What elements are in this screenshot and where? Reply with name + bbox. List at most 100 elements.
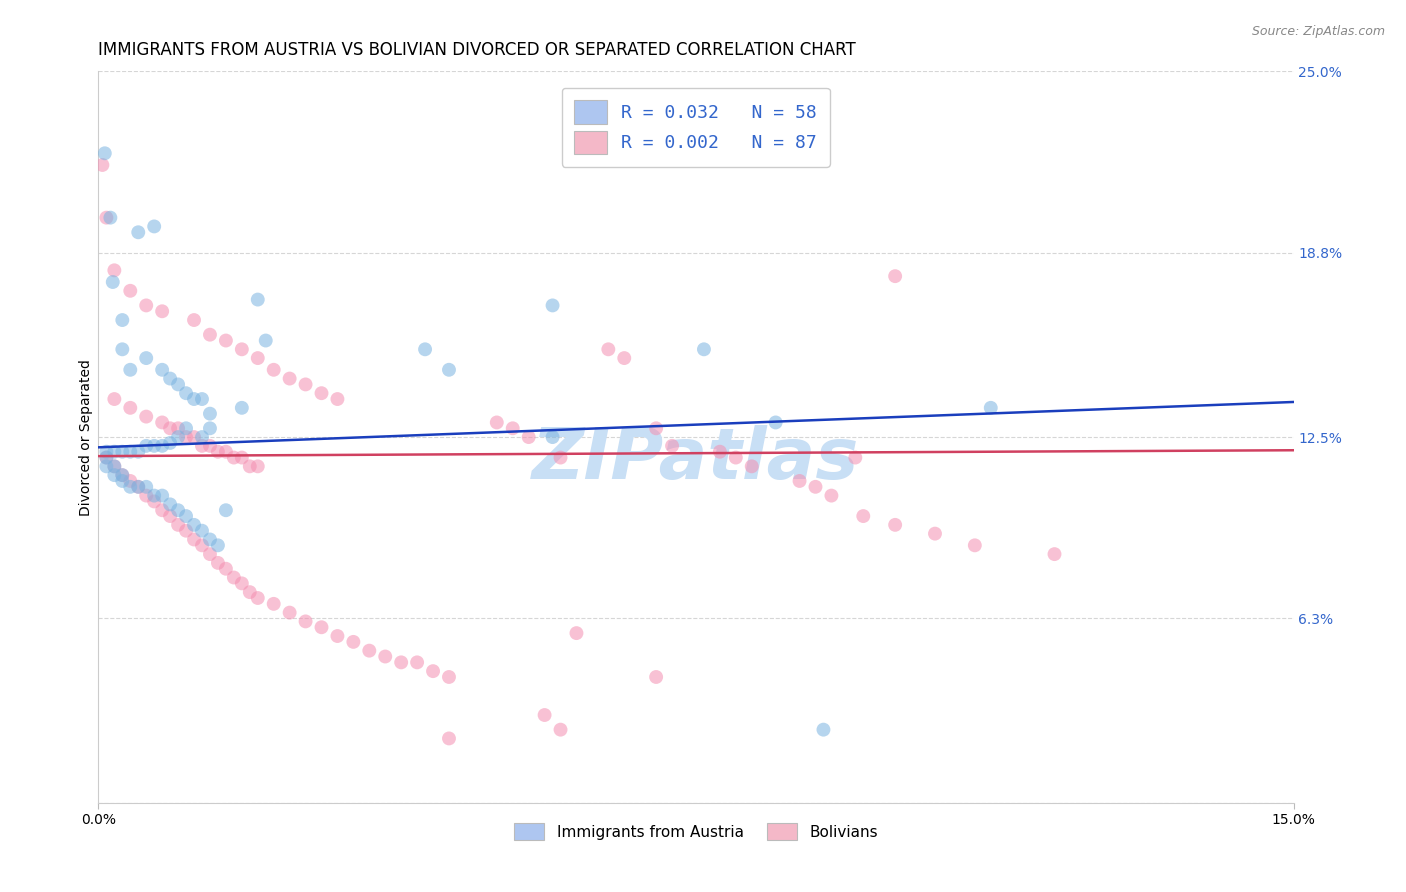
- Point: [278, 371, 301, 385]
- Point: [278, 606, 301, 620]
- Point: [550, 450, 572, 465]
- Text: Source: ZipAtlas.com: Source: ZipAtlas.com: [1251, 25, 1385, 38]
- Point: [159, 421, 181, 435]
- Point: [135, 480, 157, 494]
- Point: [183, 533, 205, 547]
- Point: [246, 293, 269, 307]
- Point: [183, 313, 205, 327]
- Point: [311, 620, 333, 634]
- Point: [263, 597, 285, 611]
- Point: [159, 371, 181, 385]
- Point: [263, 363, 285, 377]
- Point: [167, 503, 190, 517]
- Point: [143, 489, 166, 503]
- Point: [96, 444, 118, 458]
- Point: [222, 450, 245, 465]
- Point: [150, 489, 173, 503]
- Point: [254, 334, 277, 348]
- Point: [135, 409, 157, 424]
- Point: [120, 444, 142, 458]
- Point: [103, 459, 125, 474]
- Point: [167, 421, 190, 435]
- Point: [541, 298, 564, 312]
- Point: [645, 421, 668, 435]
- Point: [111, 474, 134, 488]
- Point: [645, 670, 668, 684]
- Point: [159, 509, 181, 524]
- Point: [789, 474, 811, 488]
- Point: [167, 430, 190, 444]
- Point: [198, 439, 221, 453]
- Point: [143, 439, 166, 453]
- Point: [215, 444, 238, 458]
- Point: [191, 439, 214, 453]
- Point: [533, 708, 555, 723]
- Point: [150, 416, 173, 430]
- Point: [159, 497, 181, 511]
- Point: [294, 377, 316, 392]
- Point: [127, 444, 149, 458]
- Point: [502, 421, 524, 435]
- Point: [120, 474, 142, 488]
- Point: [709, 444, 731, 458]
- Point: [127, 480, 149, 494]
- Point: [550, 723, 572, 737]
- Point: [198, 533, 221, 547]
- Point: [231, 576, 253, 591]
- Point: [174, 421, 197, 435]
- Point: [135, 298, 157, 312]
- Point: [174, 430, 197, 444]
- Point: [183, 517, 205, 532]
- Point: [98, 211, 122, 225]
- Point: [207, 556, 229, 570]
- Point: [294, 615, 316, 629]
- Point: [159, 436, 181, 450]
- Point: [326, 629, 349, 643]
- Point: [342, 635, 364, 649]
- Point: [111, 468, 134, 483]
- Point: [143, 219, 166, 234]
- Point: [103, 459, 125, 474]
- Point: [884, 269, 907, 284]
- Point: [198, 421, 221, 435]
- Point: [135, 351, 157, 365]
- Point: [813, 723, 835, 737]
- Point: [215, 562, 238, 576]
- Point: [239, 459, 262, 474]
- Point: [103, 468, 125, 483]
- Point: [143, 494, 166, 508]
- Point: [924, 526, 946, 541]
- Point: [326, 392, 349, 406]
- Point: [120, 284, 142, 298]
- Point: [765, 416, 787, 430]
- Point: [852, 509, 875, 524]
- Point: [91, 158, 114, 172]
- Point: [150, 439, 173, 453]
- Point: [191, 430, 214, 444]
- Point: [150, 503, 173, 517]
- Point: [246, 459, 269, 474]
- Point: [884, 517, 907, 532]
- Point: [111, 444, 134, 458]
- Point: [111, 313, 134, 327]
- Point: [120, 401, 142, 415]
- Point: [820, 489, 842, 503]
- Point: [167, 517, 190, 532]
- Point: [406, 656, 429, 670]
- Point: [311, 386, 333, 401]
- Point: [174, 524, 197, 538]
- Point: [120, 480, 142, 494]
- Point: [980, 401, 1002, 415]
- Point: [111, 343, 134, 357]
- Point: [207, 444, 229, 458]
- Point: [120, 363, 142, 377]
- Point: [359, 643, 381, 657]
- Point: [135, 439, 157, 453]
- Point: [661, 439, 683, 453]
- Point: [231, 343, 253, 357]
- Point: [174, 509, 197, 524]
- Point: [541, 430, 564, 444]
- Point: [198, 547, 221, 561]
- Point: [127, 225, 149, 239]
- Point: [103, 392, 125, 406]
